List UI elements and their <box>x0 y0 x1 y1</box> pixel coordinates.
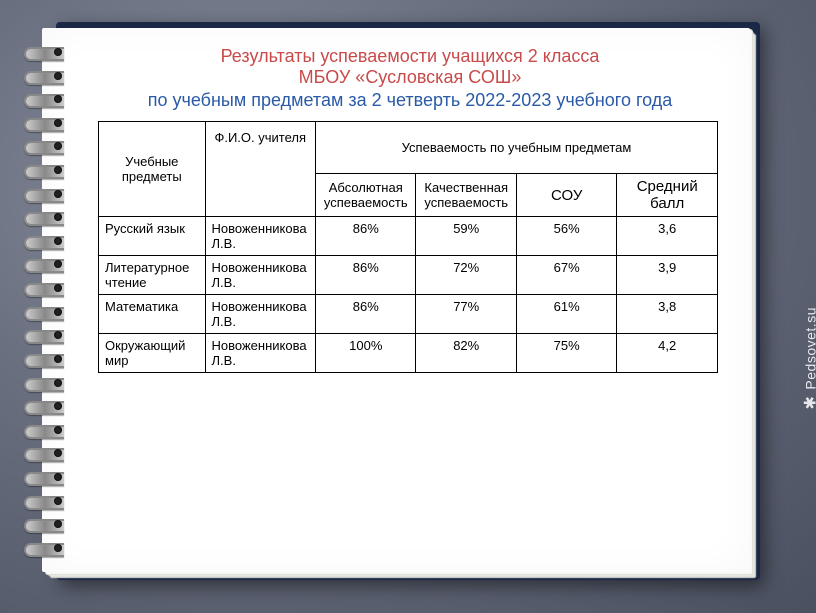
table-row: Окружающий мирНовоженникова Л.В.100%82%7… <box>99 334 718 373</box>
performance-table: Учебные предметы Ф.И.О. учителя Успеваем… <box>98 121 718 373</box>
table-row: Русский языкНовоженникова Л.В.86%59%56%3… <box>99 217 718 256</box>
title-line-1: Результаты успеваемости учащихся 2 класс… <box>98 46 722 67</box>
spiral-ring <box>24 447 68 459</box>
spiral-ring <box>24 117 68 129</box>
cell-absolute: 86% <box>316 256 416 295</box>
header-sou: СОУ <box>516 174 616 217</box>
cell-subject: Русский язык <box>99 217 206 256</box>
table-header-row-1: Учебные предметы Ф.И.О. учителя Успеваем… <box>99 122 718 174</box>
table-row: МатематикаНовоженникова Л.В.86%77%61%3,8 <box>99 295 718 334</box>
table-body: Русский языкНовоженникова Л.В.86%59%56%3… <box>99 217 718 373</box>
spiral-ring <box>24 258 68 270</box>
cell-subject: Литературное чтение <box>99 256 206 295</box>
spiral-ring <box>24 542 68 554</box>
cell-avg: 3,8 <box>617 295 718 334</box>
spiral-ring <box>24 211 68 223</box>
spiral-ring <box>24 471 68 483</box>
cell-subject: Математика <box>99 295 206 334</box>
cell-absolute: 86% <box>316 217 416 256</box>
spiral-ring <box>24 70 68 82</box>
snowflake-icon: ✱ <box>800 395 816 409</box>
spiral-ring <box>24 329 68 341</box>
cell-absolute: 86% <box>316 295 416 334</box>
header-teacher: Ф.И.О. учителя <box>205 122 316 217</box>
title-line-3: по учебным предметам за 2 четверть 2022-… <box>98 90 722 111</box>
spiral-ring <box>24 282 68 294</box>
cell-teacher: Новоженникова Л.В. <box>205 256 316 295</box>
spiral-ring <box>24 235 68 247</box>
notebook-page: Результаты успеваемости учащихся 2 класс… <box>42 28 750 572</box>
spiral-ring <box>24 140 68 152</box>
header-absolute: Абсолютная успеваемость <box>316 174 416 217</box>
cell-sou: 61% <box>516 295 616 334</box>
header-performance-group: Успеваемость по учебным предметам <box>316 122 718 174</box>
cell-subject: Окружающий мир <box>99 334 206 373</box>
spiral-ring <box>24 353 68 365</box>
cell-quality: 77% <box>416 295 516 334</box>
header-avg: Средний балл <box>617 174 718 217</box>
cell-sou: 56% <box>516 217 616 256</box>
cell-quality: 82% <box>416 334 516 373</box>
spiral-ring <box>24 377 68 389</box>
cell-teacher: Новоженникова Л.В. <box>205 334 316 373</box>
watermark-text: Pedsovet.su <box>802 307 816 390</box>
cell-quality: 72% <box>416 256 516 295</box>
title-line-2: МБОУ «Сусловская СОШ» <box>98 67 722 88</box>
cell-avg: 4,2 <box>617 334 718 373</box>
spiral-ring <box>24 93 68 105</box>
spiral-ring <box>24 188 68 200</box>
cell-sou: 75% <box>516 334 616 373</box>
spiral-binding <box>24 46 68 554</box>
cell-avg: 3,9 <box>617 256 718 295</box>
notebook: Результаты успеваемости учащихся 2 класс… <box>38 28 758 584</box>
cell-avg: 3,6 <box>617 217 718 256</box>
cell-teacher: Новоженникова Л.В. <box>205 217 316 256</box>
spiral-ring <box>24 495 68 507</box>
cell-quality: 59% <box>416 217 516 256</box>
spiral-ring <box>24 164 68 176</box>
spiral-ring <box>24 424 68 436</box>
cell-sou: 67% <box>516 256 616 295</box>
header-quality: Качественная успеваемость <box>416 174 516 217</box>
spiral-ring <box>24 306 68 318</box>
watermark: ✱ Pedsovet.su <box>800 307 816 409</box>
cell-teacher: Новоженникова Л.В. <box>205 295 316 334</box>
spiral-ring <box>24 46 68 58</box>
cell-absolute: 100% <box>316 334 416 373</box>
spiral-ring <box>24 400 68 412</box>
header-subjects: Учебные предметы <box>99 122 206 217</box>
spiral-ring <box>24 518 68 530</box>
table-row: Литературное чтениеНовоженникова Л.В.86%… <box>99 256 718 295</box>
page-title: Результаты успеваемости учащихся 2 класс… <box>98 46 722 111</box>
